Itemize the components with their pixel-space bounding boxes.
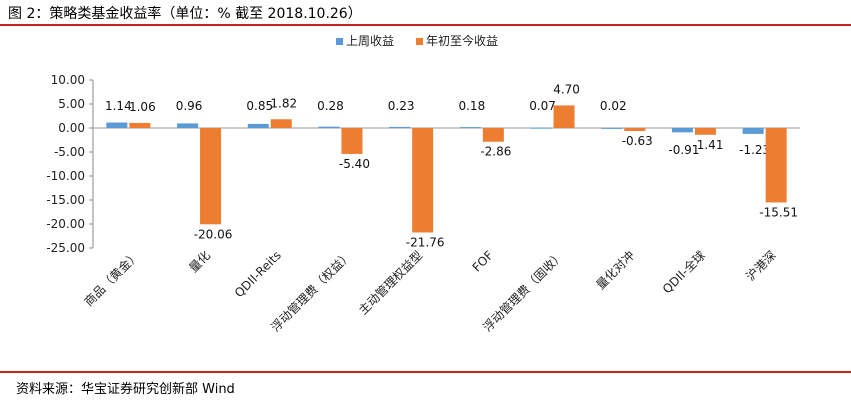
bar-weekly	[601, 127, 623, 129]
x-category-label: 商品（黄金）	[81, 248, 143, 310]
data-label: 0.96	[176, 99, 203, 113]
x-category-label: 量化对冲	[593, 248, 638, 293]
x-category-label: 主动管理权益型	[355, 248, 425, 318]
bar-ytd	[482, 128, 504, 142]
legend-label: 年初至今收益	[426, 33, 498, 48]
legend-swatch	[416, 38, 423, 45]
bar-weekly	[106, 122, 128, 128]
bar-weekly	[177, 123, 199, 128]
bar-weekly	[742, 128, 764, 134]
data-label: 4.70	[553, 82, 580, 96]
bar-weekly	[389, 126, 411, 128]
data-label: 1.06	[129, 100, 156, 114]
x-category-label: 沪港深	[743, 248, 778, 283]
bar-ytd	[129, 122, 151, 128]
data-label: -1.23	[739, 143, 770, 157]
legend-swatch	[336, 38, 343, 45]
top-rule	[0, 24, 851, 26]
data-label: 0.85	[246, 99, 273, 113]
x-category-label: QDII-Reits	[232, 248, 284, 300]
data-label: -0.63	[622, 134, 653, 148]
data-label: 1.14	[105, 99, 132, 113]
figure-title: 图 2：策略类基金收益率（单位：% 截至 2018.10.26）	[8, 6, 362, 22]
bar-ytd	[270, 119, 292, 128]
data-label: -20.06	[194, 227, 233, 241]
bar-ytd	[412, 128, 434, 233]
data-label: 0.02	[600, 99, 627, 113]
data-label: 1.82	[270, 96, 297, 110]
bar-ytd	[765, 128, 787, 203]
legend-label: 上周收益	[346, 34, 394, 48]
bottom-rule	[0, 371, 851, 373]
bar-weekly	[459, 127, 481, 129]
y-tick-label: -25.00	[46, 241, 85, 255]
bar-ytd	[200, 128, 222, 225]
data-label: -21.76	[406, 235, 445, 249]
x-category-label: 量化	[186, 248, 213, 275]
bar-weekly	[318, 126, 340, 128]
bar-ytd	[553, 105, 575, 128]
data-label: -15.51	[759, 205, 798, 219]
data-label: -0.91	[668, 143, 699, 157]
y-tick-label: 5.00	[58, 97, 85, 111]
x-category-label: QDII-全球	[659, 248, 708, 297]
bar-ytd	[624, 128, 646, 132]
bar-weekly	[247, 123, 269, 128]
data-label: -5.40	[339, 157, 370, 171]
y-tick-label: 0.00	[58, 121, 85, 135]
y-tick-label: -10.00	[46, 169, 85, 183]
y-tick-label: 10.00	[51, 73, 85, 87]
bar-weekly	[671, 128, 693, 133]
data-label: 0.18	[458, 99, 485, 113]
x-category-label: FOF	[470, 248, 496, 274]
y-tick-label: -5.00	[54, 145, 85, 159]
data-label: 0.23	[388, 99, 415, 113]
y-tick-label: -20.00	[46, 217, 85, 231]
data-label: -1.41	[692, 138, 723, 152]
data-label: -2.86	[480, 145, 511, 159]
bar-ytd	[341, 128, 363, 154]
data-label: 0.28	[317, 99, 344, 113]
y-tick-label: -15.00	[46, 193, 85, 207]
bar-ytd	[694, 128, 716, 135]
data-label: 0.07	[529, 99, 556, 113]
bar-weekly	[530, 127, 552, 129]
chart: 10.00 5.00 0.00 -5.00 -10.00 -15.00 -20.00 -25.…	[46, 33, 800, 334]
source-note: 资料来源：华宝证券研究创新部 Wind	[16, 382, 235, 397]
